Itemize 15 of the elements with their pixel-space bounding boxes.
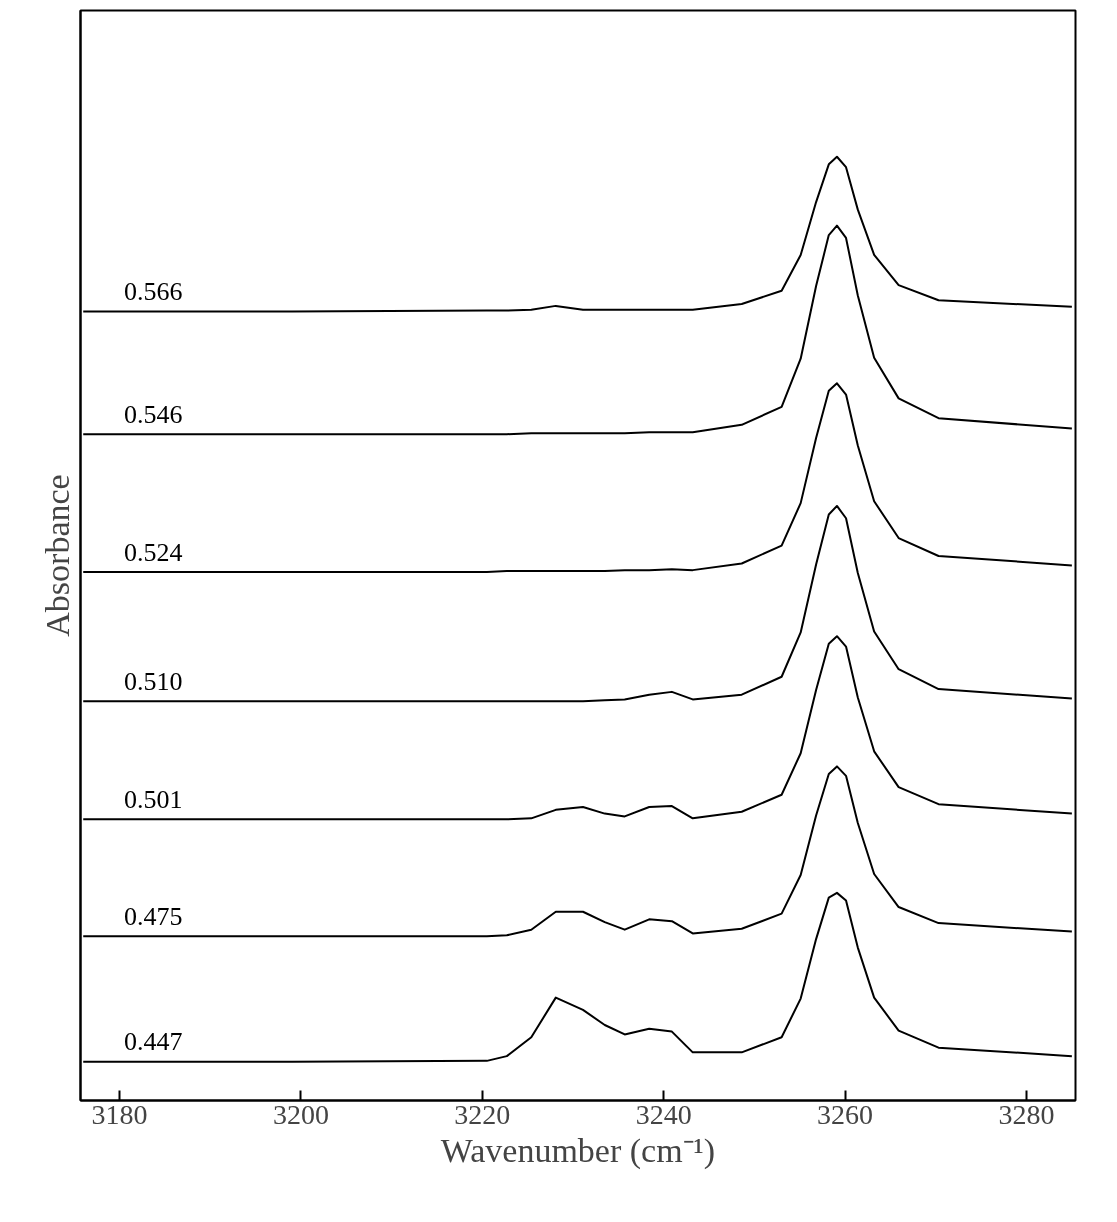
x-tick-label: 3220 [454,1098,511,1130]
x-axis-title: Wavenumber (cm⁻¹) [440,1131,716,1170]
x-tick-label: 3240 [635,1098,692,1130]
x-tick-label: 3180 [91,1098,148,1130]
x-tick-label: 3280 [998,1098,1055,1130]
series-label: 0.475 [124,901,183,931]
x-tick-label: 3200 [272,1098,329,1130]
x-tick-label: 3260 [817,1098,874,1130]
series-label: 0.501 [124,784,183,814]
series-label: 0.524 [124,537,183,567]
series-label: 0.546 [124,399,183,429]
y-axis-title: Absorbance [38,474,76,637]
series-label: 0.566 [124,277,183,307]
series-label: 0.447 [124,1027,183,1057]
series-label: 0.510 [124,666,183,696]
